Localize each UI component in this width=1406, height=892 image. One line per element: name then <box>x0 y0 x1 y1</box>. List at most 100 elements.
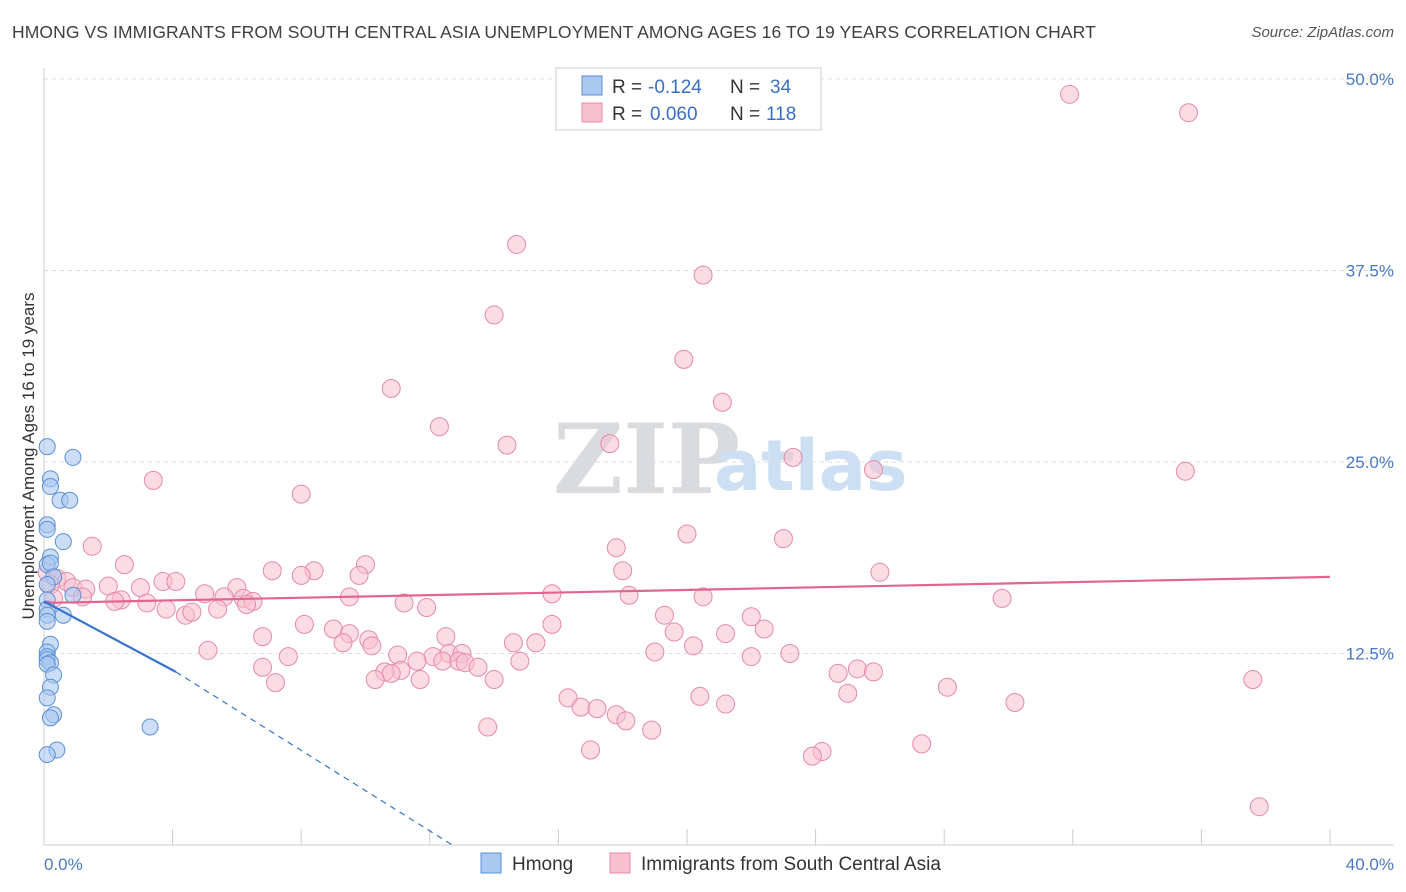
legend-swatch-hmong <box>581 75 603 96</box>
immigrants-point <box>642 720 662 740</box>
immigrants-point <box>484 670 504 690</box>
x-tick-label-min: 0.0% <box>44 855 83 874</box>
immigrants-point <box>208 599 228 619</box>
y-axis-label: Unemployment Among Ages 16 to 19 years <box>19 293 38 620</box>
immigrants-point <box>870 562 890 582</box>
series-legend-swatch-hmong <box>480 852 502 874</box>
immigrants-point <box>992 588 1012 608</box>
correlation-legend: R = -0.124 N = 34 R = 0.060 N = 118 <box>555 67 822 131</box>
immigrants-point <box>847 659 867 679</box>
hmong-point <box>41 709 59 727</box>
hmong-point <box>38 612 56 630</box>
immigrants-point <box>716 694 736 714</box>
legend-swatch-immigrants <box>581 102 603 123</box>
series-legend-label-immigrants: Immigrants from South Central Asia <box>641 854 941 875</box>
immigrants-point <box>1179 103 1199 123</box>
immigrants-point <box>683 636 703 656</box>
immigrants-point <box>294 614 314 634</box>
immigrants-point <box>291 484 311 504</box>
immigrants-point <box>693 587 713 607</box>
immigrants-point <box>600 434 620 454</box>
immigrants-point <box>654 605 674 625</box>
y-tick-label: 37.5% <box>1346 262 1394 281</box>
immigrants-point <box>143 470 163 490</box>
hmong-point <box>38 438 56 456</box>
series-legend: Hmong Immigrants from South Central Asia <box>480 852 941 875</box>
immigrants-point <box>291 565 311 585</box>
legend-n-label-1: N = <box>730 77 760 98</box>
immigrants-point <box>863 460 883 480</box>
hmong-point <box>64 586 82 604</box>
immigrants-point <box>780 644 800 663</box>
immigrants-point <box>394 593 414 613</box>
immigrants-point <box>937 677 957 697</box>
immigrants-point <box>381 378 401 398</box>
hmong-point <box>38 746 56 764</box>
immigrants-point <box>863 662 883 682</box>
immigrants-point <box>137 593 157 613</box>
trend-lines <box>43 575 1331 846</box>
immigrants-point <box>716 624 736 644</box>
immigrants-point <box>410 670 430 690</box>
immigrants-point <box>838 683 858 703</box>
immigrants-point <box>82 536 102 556</box>
chart-source: Source: ZipAtlas.com <box>1251 24 1394 41</box>
immigrants-point <box>195 584 215 604</box>
hmong-point <box>54 533 72 551</box>
y-tick-label: 50.0% <box>1346 70 1394 89</box>
hmong-points <box>38 438 159 764</box>
hmong-point <box>41 554 59 572</box>
immigrants-point <box>674 349 694 369</box>
immigrants-point <box>433 651 453 671</box>
immigrants-point <box>645 642 665 662</box>
hmong-point <box>38 576 56 594</box>
immigrants-point <box>741 607 761 627</box>
immigrants-point <box>526 633 546 653</box>
immigrants-point <box>741 647 761 667</box>
immigrants-point <box>349 565 369 585</box>
immigrants-point <box>407 651 427 671</box>
x-ticks <box>172 829 1331 845</box>
immigrants-point <box>362 636 382 656</box>
immigrants-point <box>265 673 285 693</box>
immigrants-point <box>484 305 504 325</box>
immigrants-point <box>1249 797 1269 817</box>
immigrants-point <box>507 234 527 254</box>
immigrants-point <box>773 529 793 549</box>
immigrants-point <box>616 711 636 731</box>
hmong-trend-extension <box>175 671 453 846</box>
immigrants-point <box>182 602 202 622</box>
immigrants-trend-line <box>43 575 1331 605</box>
immigrants-point <box>198 640 218 660</box>
immigrants-point <box>571 697 591 717</box>
immigrants-point <box>503 633 523 653</box>
immigrants-point <box>365 670 385 690</box>
legend-n-value-immigrants: 118 <box>766 104 796 125</box>
hmong-point <box>41 478 59 496</box>
immigrants-point <box>912 734 932 754</box>
immigrants-point <box>581 740 601 760</box>
immigrants-point <box>1175 461 1195 481</box>
y-tick-label: 12.5% <box>1346 645 1394 664</box>
immigrants-point <box>802 746 822 766</box>
immigrants-point <box>1243 670 1263 690</box>
legend-r-label-1: R = <box>612 77 642 98</box>
immigrants-point <box>468 657 488 677</box>
grid-lines <box>44 78 1394 654</box>
immigrants-point <box>712 392 732 412</box>
immigrants-point <box>619 585 639 605</box>
series-legend-label-hmong: Hmong <box>512 854 573 875</box>
hmong-point <box>38 520 56 538</box>
immigrants-point <box>333 633 353 653</box>
immigrants-point <box>542 614 562 634</box>
immigrants-point <box>587 699 607 719</box>
immigrants-point <box>253 627 273 647</box>
x-tick-label-max: 40.0% <box>1346 855 1394 874</box>
legend-r-label-2: R = <box>612 104 642 125</box>
watermark-zip: ZIP <box>553 403 740 516</box>
legend-n-value-hmong: 34 <box>770 77 792 98</box>
immigrants-point <box>558 688 578 708</box>
immigrants-point <box>783 447 803 467</box>
immigrants-point <box>278 647 298 667</box>
